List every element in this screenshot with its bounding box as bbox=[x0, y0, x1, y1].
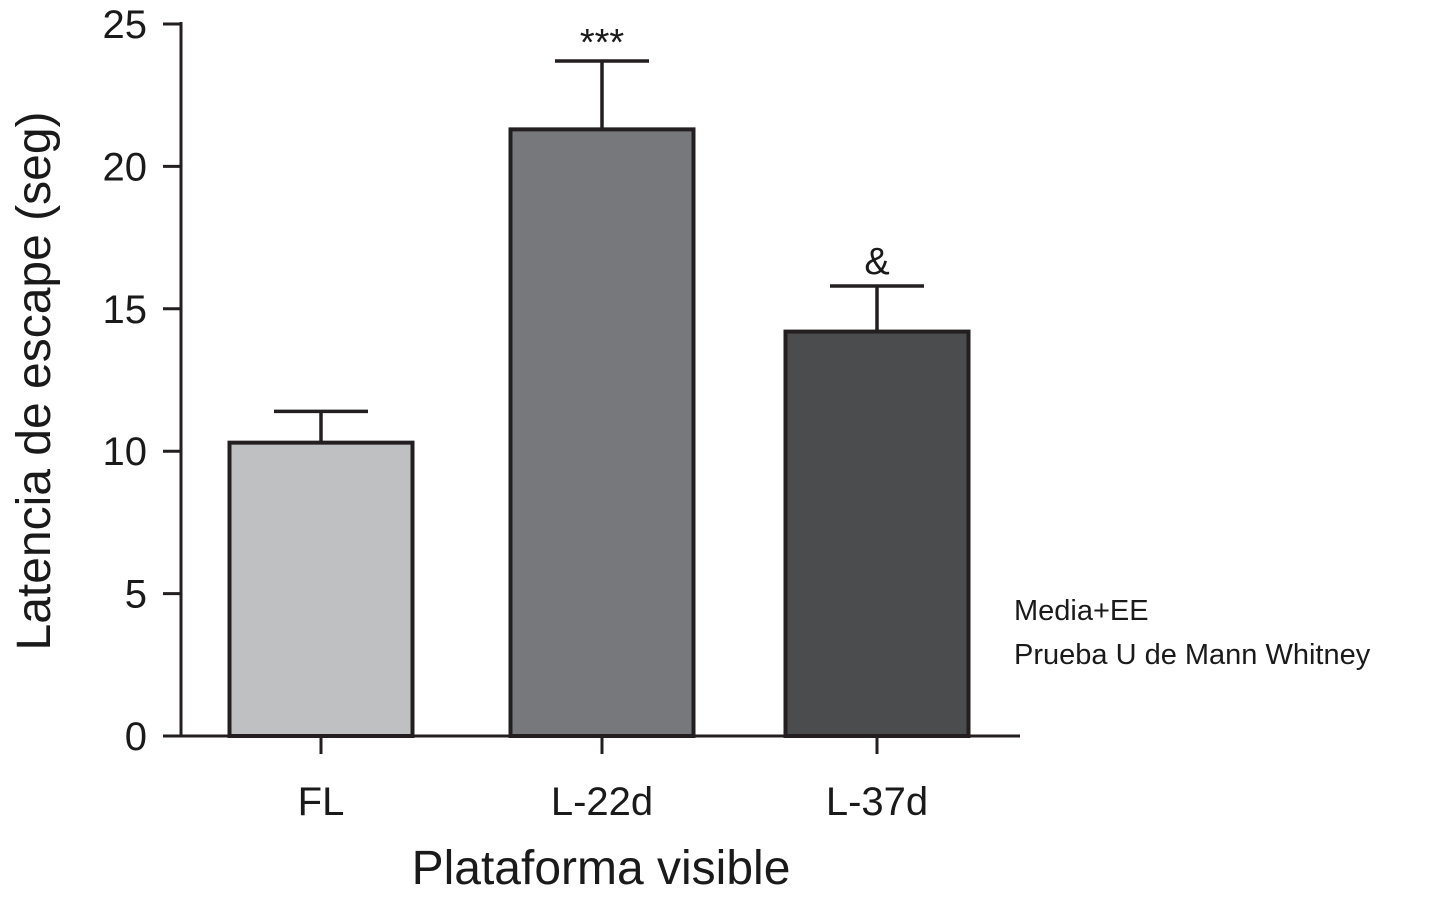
y-tick-label: 20 bbox=[103, 145, 148, 189]
bar-fl bbox=[227, 440, 415, 738]
y-tick-label: 5 bbox=[125, 573, 147, 617]
x-tick-label: L-22d bbox=[551, 780, 653, 824]
x-axis: FL L-22d L-37d bbox=[179, 734, 1020, 824]
y-tick-label: 10 bbox=[103, 430, 148, 474]
significance-marks-group: *** & bbox=[580, 22, 890, 283]
x-tick-label: L-37d bbox=[826, 780, 928, 824]
error-bars-group bbox=[274, 59, 924, 443]
y-tick-label: 0 bbox=[125, 715, 147, 759]
note-test: Prueba U de Mann Whitney bbox=[1014, 639, 1371, 671]
note-mean-se: Media+EE bbox=[1014, 595, 1149, 627]
y-axis: 0 5 10 15 20 25 bbox=[103, 3, 183, 759]
bars-group bbox=[227, 127, 971, 739]
bar-l-37d bbox=[783, 329, 971, 738]
x-tick-label: FL bbox=[298, 780, 345, 824]
y-tick-label: 25 bbox=[103, 3, 148, 47]
bar-l-22d bbox=[508, 127, 696, 739]
significance-mark: *** bbox=[580, 22, 625, 64]
y-tick-label: 15 bbox=[103, 288, 148, 332]
x-axis-title: Plataforma visible bbox=[412, 842, 791, 895]
y-axis-title: Latencia de escape (seg) bbox=[8, 111, 61, 650]
significance-mark: & bbox=[864, 241, 889, 283]
